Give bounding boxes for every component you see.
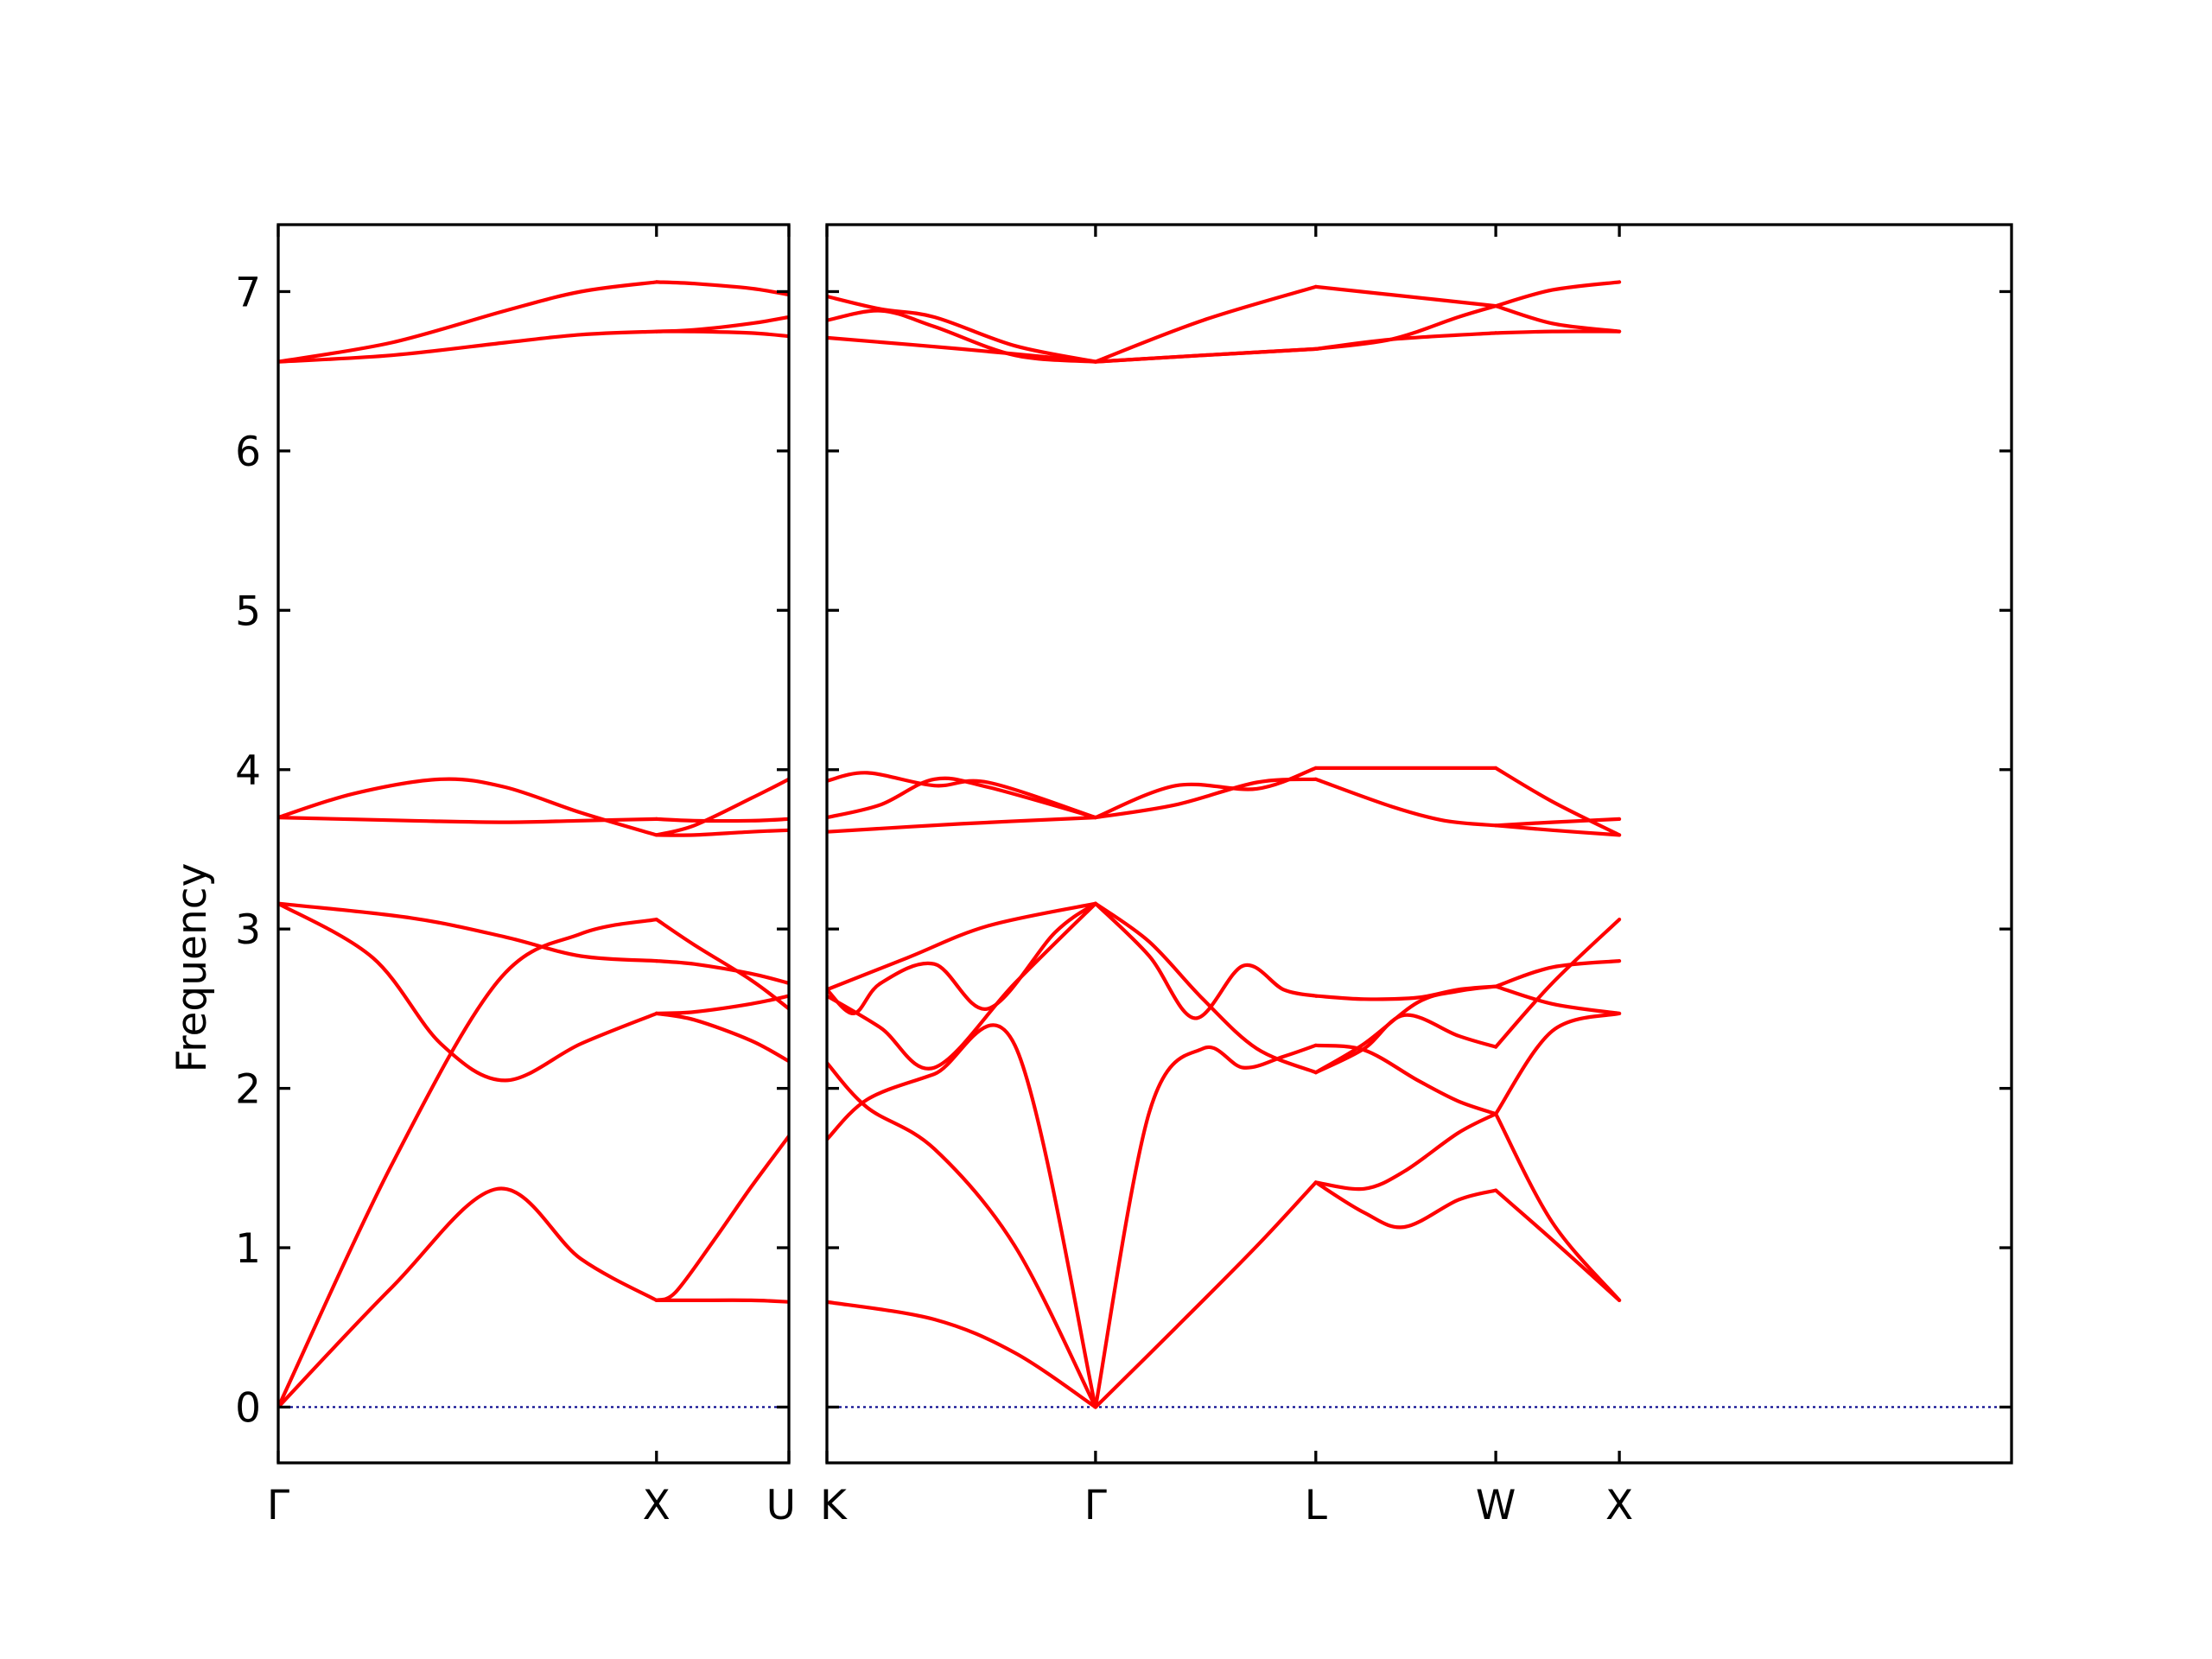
band-right-13 [1093,1043,1318,1409]
y-tick-label: 6 [235,429,261,476]
axes-frame [276,223,791,1465]
band-group [278,280,789,1409]
band-right-26 [1313,984,1498,1001]
band-right-18 [1093,284,1318,364]
band-left-8 [654,1134,789,1302]
band-right-12 [1093,1180,1318,1409]
band-right-7 [827,776,1097,820]
band-right-21 [1313,1112,1498,1192]
band-right-4 [827,901,1097,1071]
band-group [827,280,1622,1409]
band-right-14 [1093,901,1318,1075]
x-tick-label: Γ [267,1482,289,1529]
band-right-9 [827,294,1097,364]
band-left-19 [654,315,789,334]
band-right-5 [827,901,1097,992]
band-right-42 [1494,304,1622,334]
band-right-34 [1494,1011,1622,1116]
y-tick-label: 4 [235,747,261,795]
band-right-20 [1093,346,1318,364]
band-left-4 [278,777,658,837]
y-tick-label: 1 [235,1225,261,1273]
band-right-15 [1093,901,1318,1020]
band-right-22 [1313,1180,1498,1230]
band-left-10 [654,918,789,1011]
band-right-0 [827,1300,1097,1409]
band-right-28 [1313,777,1498,828]
band-right-40 [1494,817,1622,828]
band-left-0 [278,1186,658,1409]
x-tick-label: X [1605,1482,1633,1529]
band-left-15 [654,828,789,837]
band-left-2 [278,901,658,1083]
x-tick-label: L [1305,1482,1327,1529]
band-right-1 [827,1023,1097,1409]
x-tick-label: Γ [1084,1482,1107,1529]
band-left-3 [278,901,658,963]
band-right-24 [1313,1043,1498,1116]
band-left-11 [654,994,789,1015]
x-tick-label: X [643,1482,671,1529]
band-left-7 [278,329,658,364]
band-right-25 [1313,1013,1498,1075]
band-right-3 [827,901,1097,1015]
band-right-11 [827,335,1097,364]
band-right-38 [1494,766,1622,837]
band-right-36 [1494,959,1622,988]
band-left-1 [278,918,658,1409]
x-tick-label: U [766,1482,796,1529]
y-tick-label: 2 [235,1066,261,1114]
band-left-13 [654,959,789,985]
band-right-31 [1313,331,1498,351]
band-right-43 [1494,329,1622,335]
band-right-32 [1494,1112,1622,1302]
band-right-17 [1093,777,1318,820]
band-left-5 [278,816,658,824]
band-right-8 [827,816,1097,834]
band-left-6 [278,280,658,364]
y-tick-label: 7 [235,269,261,316]
band-left-17 [654,280,789,297]
band-right-30 [1313,304,1498,351]
band-left-9 [654,1298,789,1304]
band-right-29 [1313,284,1498,308]
band-left-14 [654,777,789,837]
band-right-6 [827,771,1097,820]
y-tick-label: 5 [235,588,261,635]
band-left-16 [654,817,789,823]
x-tick-label: K [820,1482,848,1529]
band-right-10 [827,308,1097,364]
band-left-12 [654,1011,789,1064]
x-tick-label: W [1476,1482,1516,1529]
band-right-16 [1093,766,1318,820]
panel-left: 0 1 2 3 4 5 6 7 Γ X U [235,223,796,1529]
axes-frame [825,223,2013,1465]
band-right-33 [1494,1188,1622,1302]
band-right-2 [827,1061,1097,1409]
y-axis-label: Frequency [168,863,216,1073]
band-right-41 [1494,280,1622,308]
y-tick-label: 3 [235,906,261,954]
band-right-35 [1494,918,1622,1049]
plot-panels: 0 1 2 3 4 5 6 7 Γ X U K Γ L W X [235,223,2013,1529]
band-right-37 [1494,984,1622,1015]
y-tick-label: 0 [235,1384,261,1432]
